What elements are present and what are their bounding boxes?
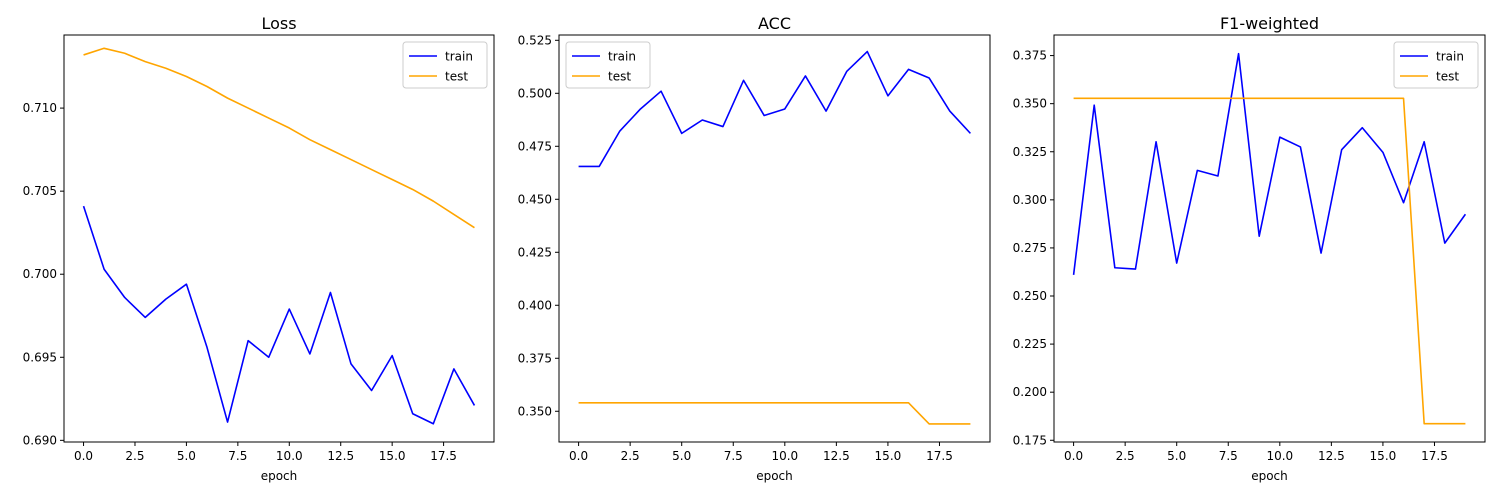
x-tick-label: 2.5	[621, 449, 640, 463]
chart-panel-3: F1-weighted 0.0 2.5 5.0 7.5 10.0 12.5 15.0 17.5 0…	[1013, 14, 1486, 483]
legend-label-test: test	[608, 70, 631, 84]
legend-label-train: train	[608, 50, 636, 64]
y-tick-label: 0.200	[1013, 385, 1047, 399]
x-tick-label: 7.5	[724, 449, 743, 463]
x-tick-label: 0.0	[569, 449, 588, 463]
chart-panel-2: ACC 0.0 2.5 5.0 7.5 10.0 12.5 15.0 17.5 0.350 0.37…	[518, 14, 991, 483]
legend-label-train: train	[1436, 50, 1464, 64]
y-tick-label: 0.700	[23, 267, 57, 281]
x-tick-label: 12.5	[1318, 449, 1345, 463]
y-tick-label: 0.695	[23, 350, 57, 364]
x-tick-label: 5.0	[672, 449, 691, 463]
x-tick-label: 0.0	[74, 449, 93, 463]
y-tick-label: 0.400	[518, 298, 552, 312]
x-tick-label: 2.5	[1116, 449, 1135, 463]
y-tick-label: 0.350	[518, 404, 552, 418]
chart-title: Loss	[261, 14, 296, 33]
x-tick-label: 5.0	[1167, 449, 1186, 463]
y-tick-label: 0.710	[23, 101, 57, 115]
x-tick-label: 17.5	[430, 449, 457, 463]
x-tick-label: 15.0	[379, 449, 406, 463]
plot-frame	[558, 34, 991, 443]
y-tick-label: 0.425	[518, 245, 552, 259]
y-tick-label: 0.275	[1013, 241, 1047, 255]
x-tick-label: 10.0	[771, 449, 798, 463]
x-tick-label: 12.5	[823, 449, 850, 463]
series-line-test	[1073, 97, 1466, 425]
series-line-train	[82, 205, 476, 425]
legend-label-test: test	[1436, 70, 1459, 84]
y-tick-label: 0.350	[1013, 97, 1047, 111]
x-tick-label: 2.5	[125, 449, 144, 463]
y-tick-label: 0.225	[1013, 337, 1047, 351]
x-tick-label: 12.5	[327, 449, 354, 463]
legend-label-train: train	[445, 50, 473, 64]
x-tick-label: 7.5	[228, 449, 247, 463]
series-line-test	[578, 401, 971, 425]
y-tick-label: 0.500	[518, 86, 552, 100]
x-tick-label: 7.5	[1219, 449, 1238, 463]
chart-title: F1-weighted	[1220, 14, 1319, 33]
y-tick-label: 0.450	[518, 192, 552, 206]
x-tick-label: 17.5	[1421, 449, 1448, 463]
legend: train test	[565, 41, 651, 89]
x-tick-label: 0.0	[1064, 449, 1083, 463]
plot-frame	[1053, 34, 1486, 443]
x-axis-label: epoch	[1251, 469, 1288, 483]
chart-panel-1: Loss 0.0 2.5 5.0 7.5 10.0 12.5 15.0 17.5 0.690 0.6…	[23, 14, 495, 483]
series-line-train	[578, 50, 971, 168]
chart-title: ACC	[758, 14, 791, 33]
y-tick-label: 0.375	[1013, 49, 1047, 63]
y-tick-label: 0.325	[1013, 145, 1047, 159]
y-tick-label: 0.175	[1013, 433, 1047, 447]
legend: train test	[1393, 41, 1479, 89]
x-tick-label: 15.0	[875, 449, 902, 463]
y-tick-label: 0.250	[1013, 289, 1047, 303]
y-tick-label: 0.690	[23, 433, 57, 447]
y-tick-label: 0.300	[1013, 193, 1047, 207]
series-line-test	[83, 47, 475, 229]
x-tick-label: 15.0	[1370, 449, 1397, 463]
x-tick-label: 17.5	[926, 449, 953, 463]
legend: train test	[402, 41, 488, 89]
y-tick-label: 0.475	[518, 139, 552, 153]
legend-label-test: test	[445, 70, 468, 84]
y-tick-label: 0.375	[518, 351, 552, 365]
x-tick-label: 10.0	[276, 449, 303, 463]
plot-frame	[63, 34, 495, 443]
y-tick-label: 0.705	[23, 184, 57, 198]
x-tick-label: 10.0	[1266, 449, 1293, 463]
series-line-train	[1072, 52, 1467, 275]
x-axis-label: epoch	[261, 469, 298, 483]
x-axis-label: epoch	[756, 469, 793, 483]
y-tick-label: 0.525	[518, 33, 552, 47]
x-tick-label: 5.0	[177, 449, 196, 463]
